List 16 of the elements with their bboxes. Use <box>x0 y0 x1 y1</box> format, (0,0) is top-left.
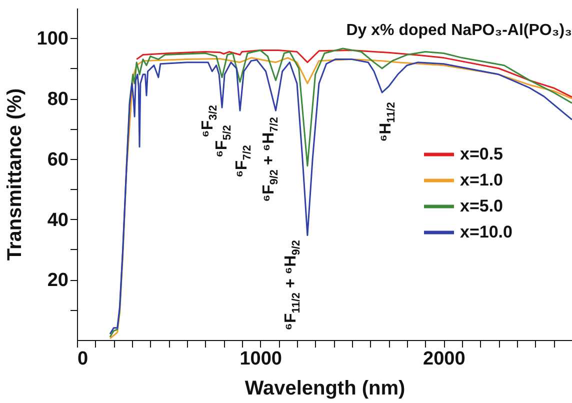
legend-label: x=0.5 <box>460 144 504 164</box>
y-tick-label: 40 <box>47 210 68 231</box>
x-tick-label: 1000 <box>240 348 282 370</box>
legend-label: x=10.0 <box>460 222 512 242</box>
legend-label: x=5.0 <box>460 196 504 216</box>
x-tick-label: 0 <box>78 348 88 370</box>
x-tick-label: 2000 <box>423 348 466 370</box>
y-tick-label: 20 <box>47 270 68 292</box>
x-axis-title: Wavelength (nm) <box>244 378 406 400</box>
y-axis-title: Transmittance (%) <box>4 88 26 261</box>
y-tick-label: 60 <box>47 149 68 170</box>
y-tick-label: 80 <box>47 89 68 110</box>
legend-label: x=1.0 <box>460 170 504 190</box>
y-tick-label: 100 <box>36 28 68 50</box>
text: Dy x% doped NaPO₃-Al(PO₃)₃ <box>346 22 572 39</box>
line-series <box>136 50 572 98</box>
